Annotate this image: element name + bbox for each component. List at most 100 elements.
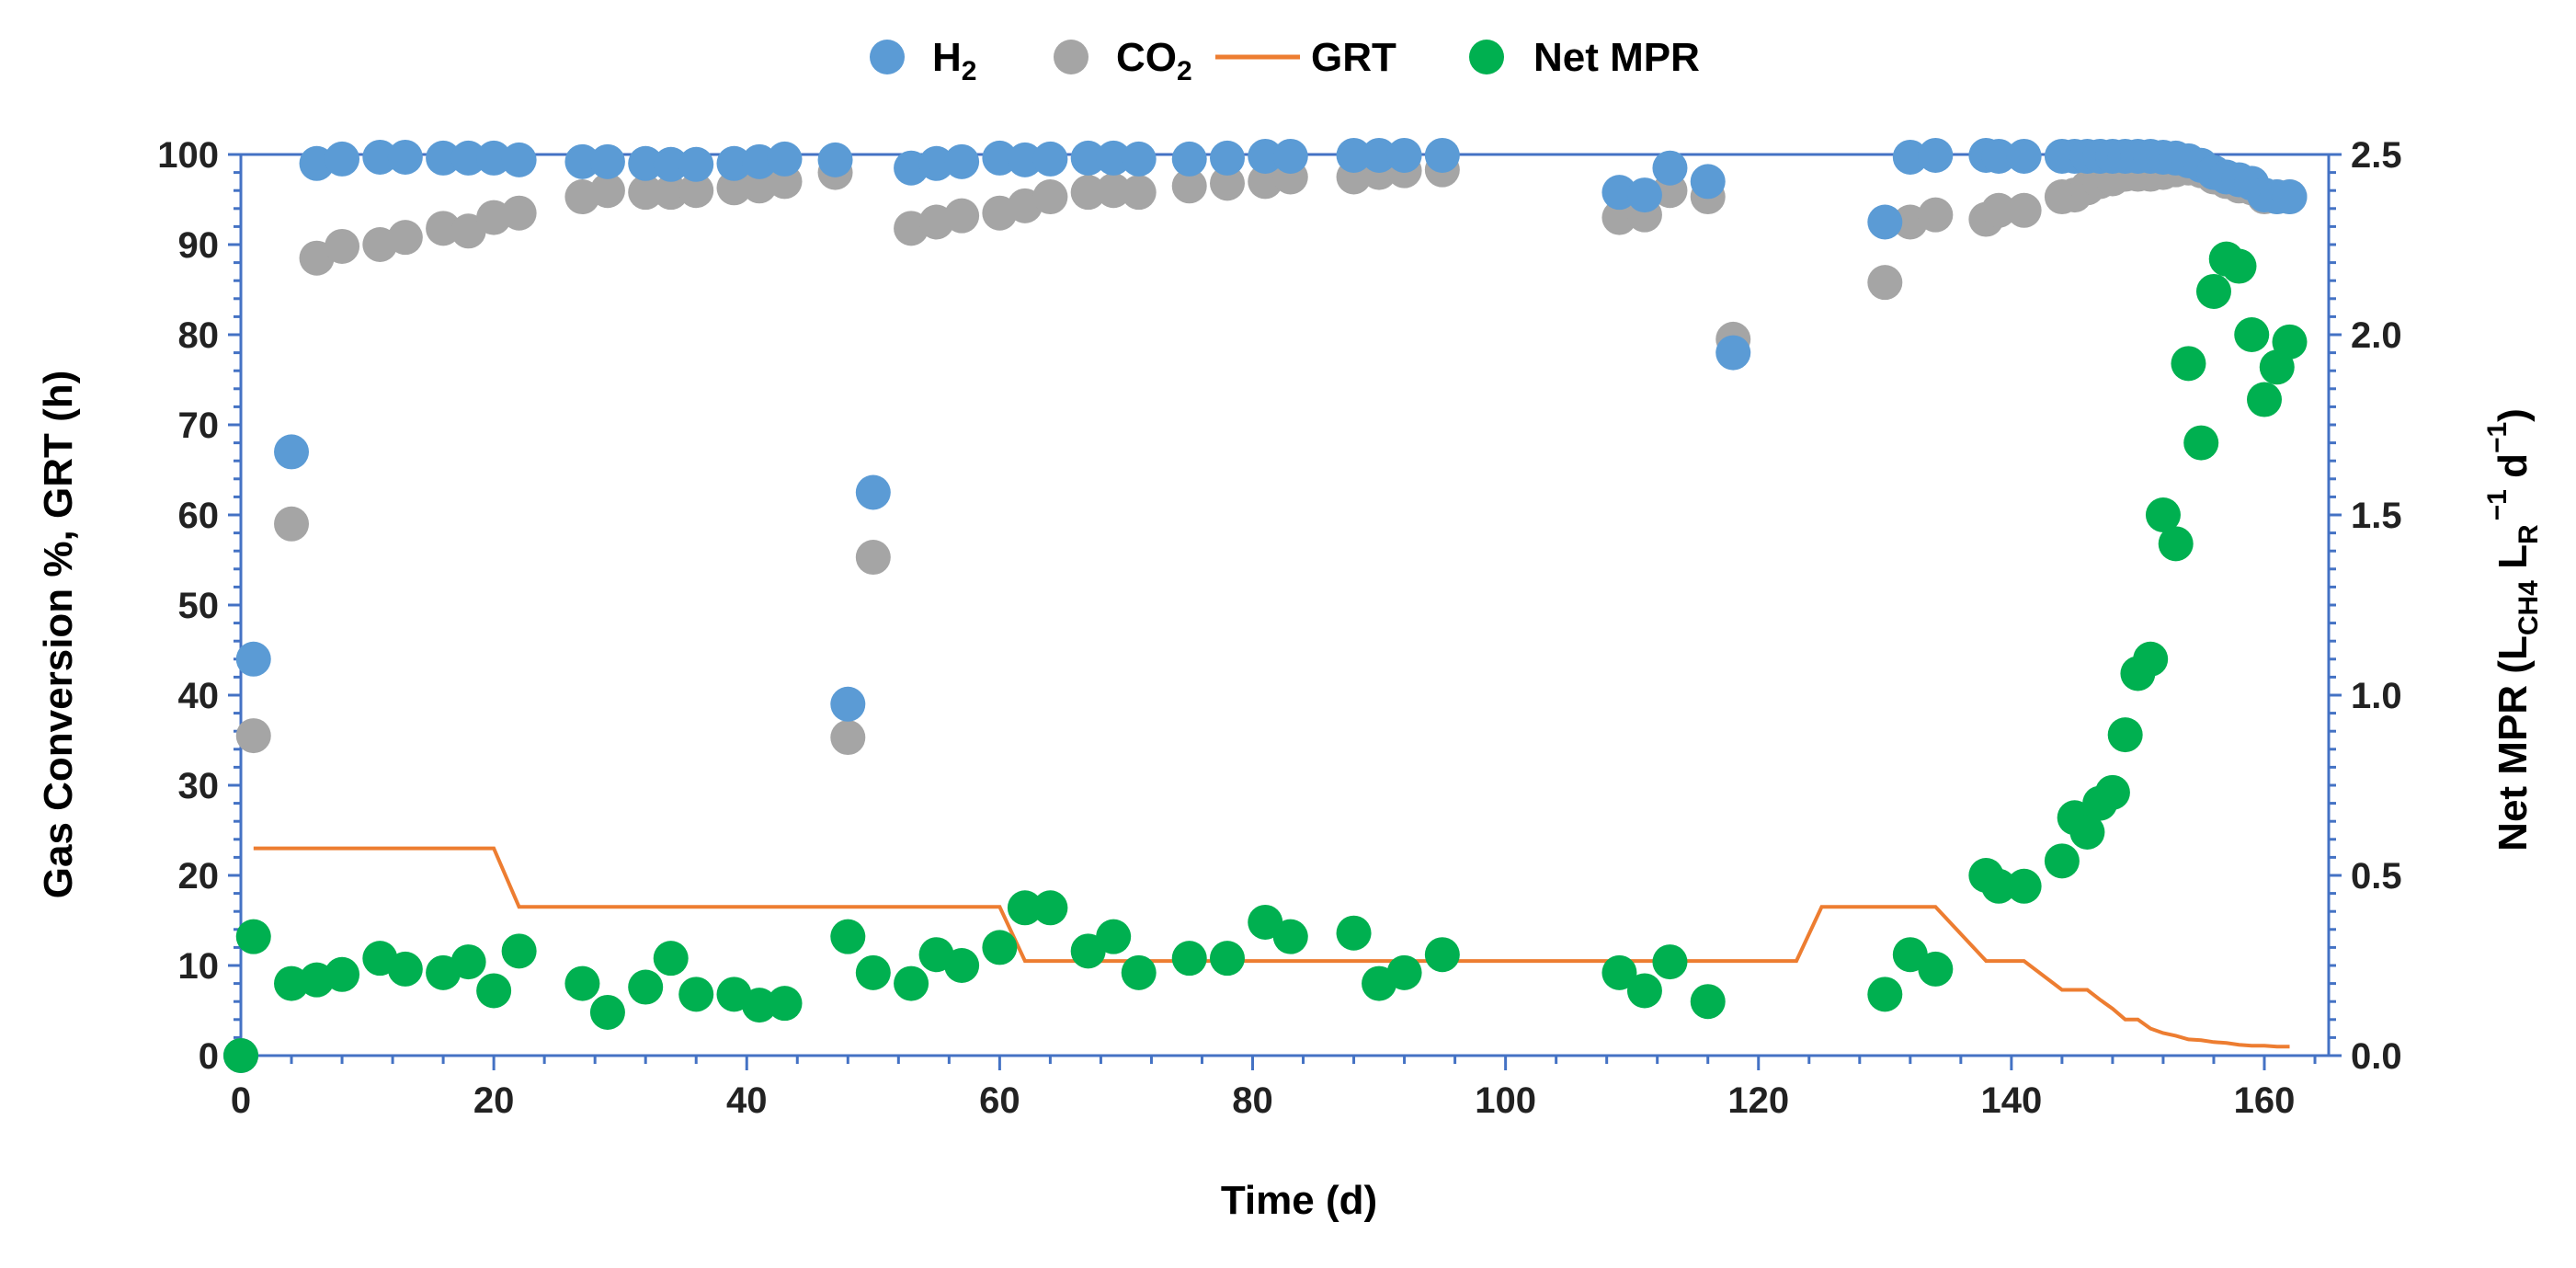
mpr-point <box>2069 814 2105 850</box>
h2-point <box>1981 138 2017 174</box>
co2-point <box>1096 173 1132 209</box>
h2-point <box>1715 335 1751 371</box>
co2-point <box>1209 166 1245 201</box>
mpr-point <box>628 969 664 1005</box>
h2-point <box>1007 142 1043 177</box>
mpr-point <box>982 930 1018 965</box>
mpr-point <box>1690 984 1726 1020</box>
legend-mpr-swatch <box>1469 40 1504 74</box>
mpr-point <box>2044 843 2080 879</box>
mpr-point <box>2171 346 2206 382</box>
h2-point <box>387 139 423 175</box>
mpr-point <box>1424 937 1460 973</box>
co2-point <box>653 175 689 211</box>
h2-point <box>274 434 310 470</box>
mpr-point <box>855 954 891 990</box>
y-left-tick-label: 70 <box>178 406 220 446</box>
series-h2 <box>223 137 2308 1073</box>
legend-h2-label: H2 <box>932 35 976 86</box>
y-right-title-mid: L <box>2491 544 2536 580</box>
x-tick-label: 20 <box>473 1080 515 1121</box>
legend-grt-label: GRT <box>1311 35 1396 80</box>
y-left-tick-label: 0 <box>199 1036 219 1077</box>
h2-point <box>1096 140 1132 176</box>
co2-point <box>716 170 752 206</box>
co2-point <box>2006 192 2042 228</box>
h2-point <box>2272 179 2308 215</box>
legend-co2-label: CO2 <box>1116 35 1192 86</box>
y-right-title-main: Net MPR (L <box>2491 635 2536 851</box>
mpr-point <box>2272 324 2308 360</box>
y-right-tick-label: 2.5 <box>2351 135 2402 176</box>
x-tick-label: 40 <box>726 1080 768 1121</box>
mpr-point <box>2183 425 2219 461</box>
co2-point <box>501 195 537 231</box>
h2-point <box>362 139 398 175</box>
y-right-tick-label: 0.5 <box>2351 856 2402 897</box>
mpr-point <box>1981 868 2017 904</box>
y-right-title-sub-ch4: CH4 <box>2513 580 2544 635</box>
y-right-tick-label: 1.0 <box>2351 676 2402 716</box>
mpr-point <box>1867 977 1903 1012</box>
h2-point <box>918 145 954 181</box>
y-left-tick-label: 30 <box>178 766 220 806</box>
h2-point <box>982 140 1018 176</box>
co2-point <box>830 720 866 756</box>
h2-point <box>1601 175 1637 211</box>
y-right-title-sup-2: −1 <box>2482 422 2513 453</box>
legend-co2-swatch <box>1054 40 1089 74</box>
mpr-point <box>1209 941 1245 977</box>
mpr-point <box>2145 497 2181 532</box>
legend: H2 CO2 GRT Net MPR <box>870 35 1700 86</box>
co2-point <box>1121 175 1157 211</box>
mpr-point <box>653 941 689 977</box>
h2-point <box>1032 141 1068 177</box>
h2-point <box>1386 137 1422 173</box>
y-left-tick-label: 20 <box>178 856 220 897</box>
mpr-point <box>2221 248 2257 284</box>
co2-point <box>325 228 360 264</box>
mpr-point <box>235 919 271 954</box>
mpr-point <box>1248 904 1283 940</box>
co2-point <box>589 173 625 209</box>
axes: 0 20 40 60 80 100 120 140 160 0 10 20 30 40 50 60 70 80 90… <box>157 135 2401 1121</box>
h2-point <box>1121 141 1157 177</box>
series-mpr <box>223 241 2308 1073</box>
x-tick-label: 60 <box>979 1080 1020 1121</box>
y-axis-right-title: Net MPR (LCH4 LR−1 d−1) <box>2482 408 2544 851</box>
mpr-point <box>223 1038 258 1073</box>
x-axis-title: Time (d) <box>1221 1178 1377 1223</box>
co2-point <box>1867 265 1903 301</box>
h2-point <box>1336 137 1372 173</box>
mpr-point <box>1336 915 1372 951</box>
h2-point <box>855 474 891 510</box>
h2-point <box>1424 137 1460 173</box>
mpr-point <box>944 948 980 983</box>
legend-co2-text: CO <box>1116 35 1177 80</box>
x-tick-label: 80 <box>1232 1080 1273 1121</box>
h2-point <box>325 141 360 177</box>
h2-point <box>830 686 866 722</box>
h2-point <box>1272 138 1308 174</box>
h2-point <box>476 140 512 176</box>
x-tick-label: 140 <box>1981 1080 2043 1121</box>
y-axis-left-title: Gas Conversion %, GRT (h) <box>36 371 81 899</box>
mpr-point <box>325 956 360 992</box>
mpr-point <box>2234 317 2270 352</box>
x-tick-label: 120 <box>1727 1080 1789 1121</box>
h2-point <box>1867 204 1903 240</box>
co2-point <box>944 198 980 234</box>
co2-point <box>1171 168 1207 204</box>
co2-point <box>235 718 271 754</box>
legend-mpr-label: Net MPR <box>1533 35 1700 80</box>
h2-point <box>1690 164 1726 200</box>
x-tick-label: 100 <box>1475 1080 1536 1121</box>
h2-point <box>589 143 625 179</box>
mpr-point <box>589 994 625 1030</box>
h2-point <box>1248 138 1283 174</box>
legend-h2-swatch <box>870 40 905 74</box>
mpr-point <box>2195 273 2231 309</box>
legend-mpr-text: Net MPR <box>1533 35 1700 80</box>
y-left-tick-label: 60 <box>178 496 220 536</box>
